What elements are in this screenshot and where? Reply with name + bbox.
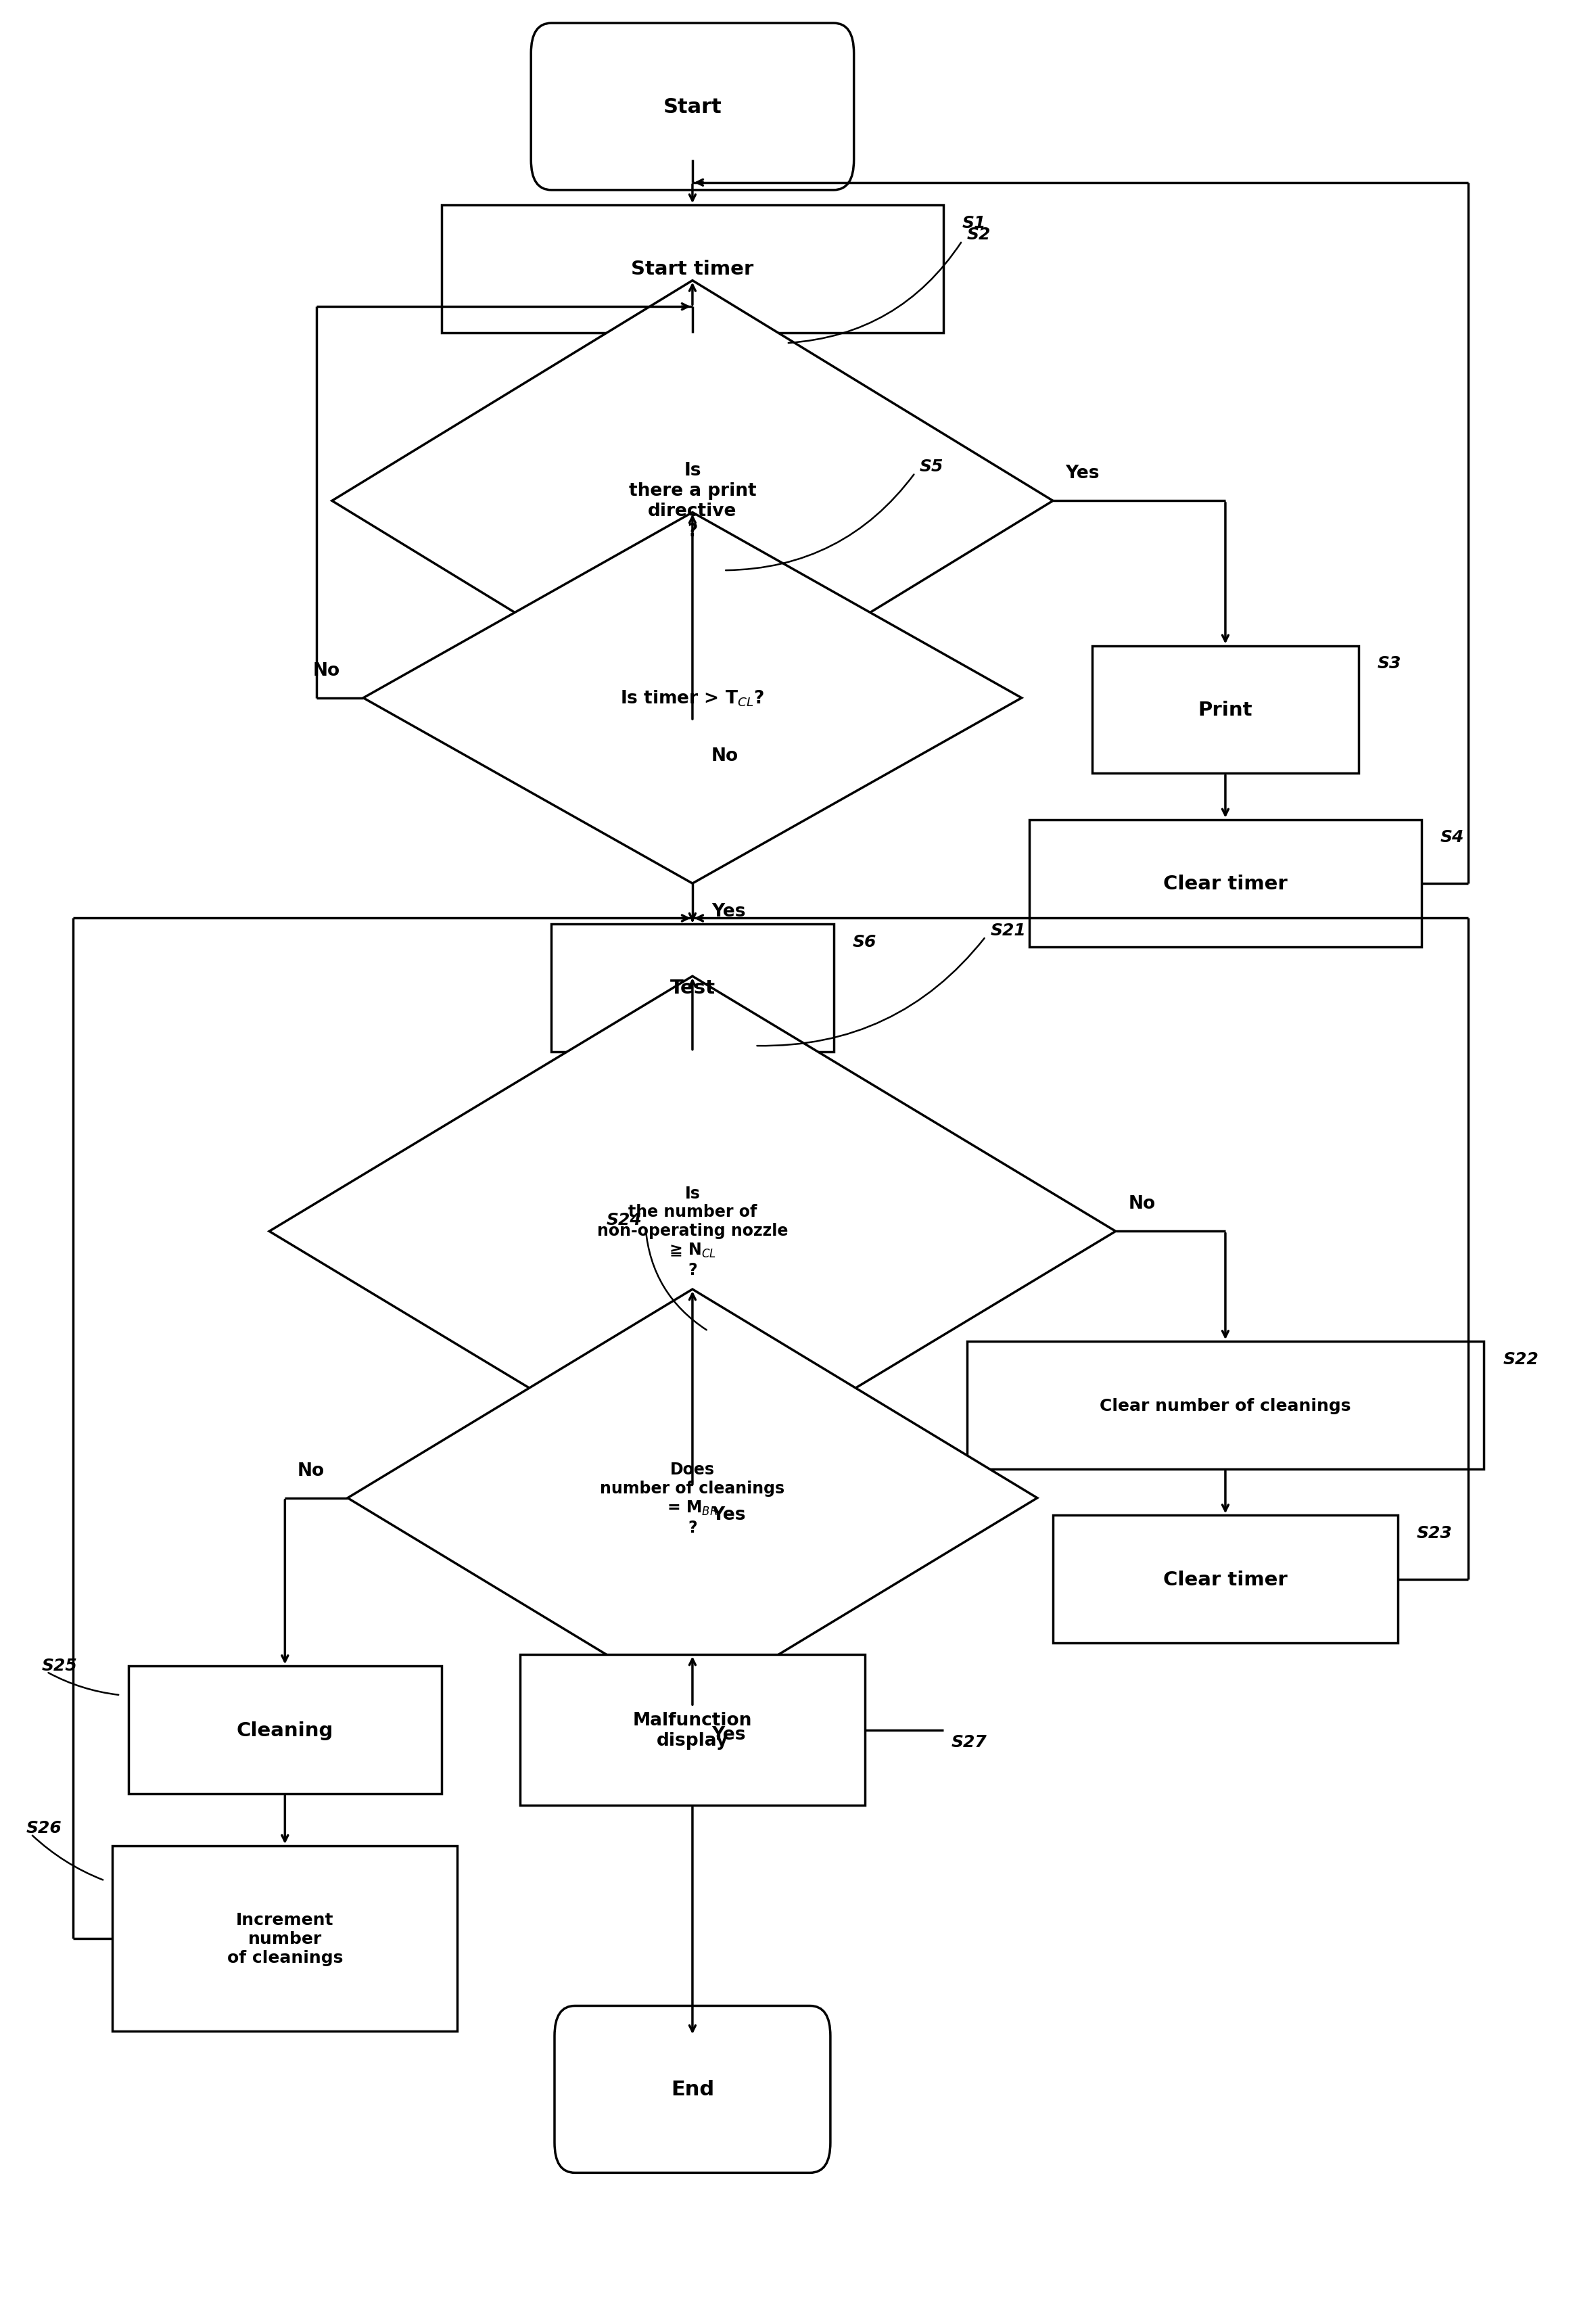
Bar	[967, 1341, 1483, 1469]
Polygon shape	[332, 281, 1052, 720]
Text: S24: S24	[606, 1211, 642, 1227]
FancyBboxPatch shape	[555, 2006, 831, 2173]
Text: S5: S5	[920, 458, 944, 474]
Bar	[1052, 1515, 1398, 1643]
Text: S22: S22	[1502, 1350, 1538, 1367]
Text: S6: S6	[853, 934, 876, 951]
Text: No: No	[297, 1462, 324, 1478]
Bar	[442, 207, 944, 332]
Text: S4: S4	[1441, 830, 1464, 846]
Text: Start: Start	[664, 98, 722, 116]
Text: No: No	[1128, 1195, 1155, 1213]
Text: S27: S27	[952, 1734, 986, 1750]
FancyBboxPatch shape	[532, 23, 854, 191]
Bar	[1092, 646, 1359, 774]
Text: Malfunction
display: Malfunction display	[632, 1710, 752, 1750]
Text: Print: Print	[1199, 700, 1252, 720]
Text: Is timer > T$_{CL}$?: Is timer > T$_{CL}$?	[620, 688, 764, 709]
Text: Is
the number of
non-operating nozzle
≧ N$_{CL}$
?: Is the number of non-operating nozzle ≧ …	[598, 1185, 788, 1278]
Text: Yes: Yes	[711, 1506, 746, 1522]
Text: Start timer: Start timer	[631, 260, 753, 279]
Text: No: No	[313, 662, 340, 679]
Bar	[113, 1845, 458, 2031]
Text: Yes: Yes	[1065, 465, 1100, 483]
Polygon shape	[348, 1290, 1037, 1706]
Polygon shape	[269, 976, 1115, 1487]
Text: Yes: Yes	[711, 1727, 746, 1743]
Text: Cleaning: Cleaning	[236, 1720, 333, 1738]
Text: S3: S3	[1378, 655, 1402, 672]
Bar	[1029, 820, 1422, 948]
Text: Clear timer: Clear timer	[1162, 1569, 1287, 1590]
Text: Test: Test	[670, 978, 716, 997]
Text: End: End	[670, 2080, 714, 2099]
Polygon shape	[363, 514, 1021, 883]
Text: Is
there a print
directive
?: Is there a print directive ?	[629, 462, 757, 541]
Bar	[129, 1666, 442, 1794]
Text: S2: S2	[967, 225, 991, 242]
Text: S21: S21	[991, 923, 1026, 939]
Text: Yes: Yes	[711, 902, 746, 920]
Text: S26: S26	[27, 1820, 61, 1836]
Bar	[552, 925, 834, 1053]
Text: S25: S25	[42, 1657, 77, 1673]
Text: Does
number of cleanings
= M$_{BR}$
?: Does number of cleanings = M$_{BR}$ ?	[601, 1462, 785, 1536]
Text: No: No	[711, 748, 738, 765]
Text: S1: S1	[963, 214, 986, 230]
Text: Clear number of cleanings: Clear number of cleanings	[1100, 1397, 1351, 1413]
Bar	[521, 1655, 865, 1806]
Text: Increment
number
of cleanings: Increment number of cleanings	[227, 1913, 343, 1966]
Text: Clear timer: Clear timer	[1162, 874, 1287, 892]
Text: S23: S23	[1417, 1525, 1452, 1541]
